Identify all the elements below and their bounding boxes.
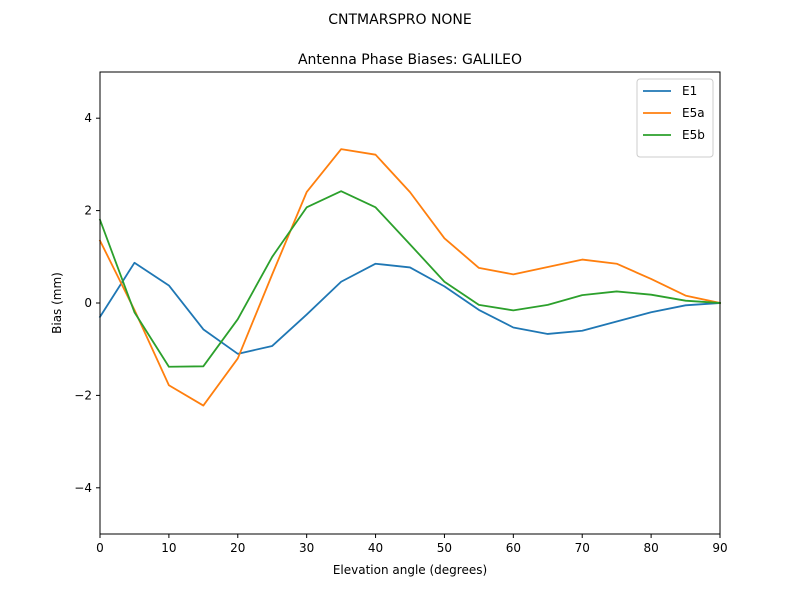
series-line-e5b [98, 190, 721, 368]
figure-suptitle: CNTMARSPRO NONE [328, 12, 472, 28]
series-line-e5a [98, 148, 722, 407]
y-axis-label: Bias (mm) [50, 272, 64, 334]
x-tick-label: 20 [230, 541, 245, 555]
y-tick-label: 2 [84, 204, 92, 218]
legend-box [636, 78, 714, 158]
plot-frame [99, 71, 721, 535]
y-tick-label: 4 [84, 111, 92, 125]
legend: E1 E5a E5b [636, 78, 714, 158]
y-tick-label: 0 [84, 296, 92, 310]
chart-title: Antenna Phase Biases: GALILEO [298, 52, 522, 68]
series-line-e1 [98, 261, 721, 355]
x-tick-label: 10 [161, 541, 176, 555]
plot-area: 0 10 20 30 40 50 60 70 80 90 −4 −2 0 2 4 [74, 71, 728, 555]
x-tick-label: 0 [96, 541, 104, 555]
legend-label-e5a: E5a [682, 106, 705, 120]
x-axis-label: Elevation angle (degrees) [333, 563, 487, 577]
y-tick-label: −4 [74, 481, 92, 495]
x-tick-label: 90 [712, 541, 727, 555]
x-tick-label: 70 [575, 541, 590, 555]
x-tick-label: 50 [437, 541, 452, 555]
x-tick-label: 40 [368, 541, 383, 555]
legend-label-e5b: E5b [682, 128, 705, 142]
x-tick-label: 80 [643, 541, 658, 555]
x-tick-label: 30 [299, 541, 314, 555]
legend-label-e1: E1 [682, 84, 697, 98]
y-tick-label: −2 [74, 388, 92, 402]
x-tick-label: 60 [506, 541, 521, 555]
